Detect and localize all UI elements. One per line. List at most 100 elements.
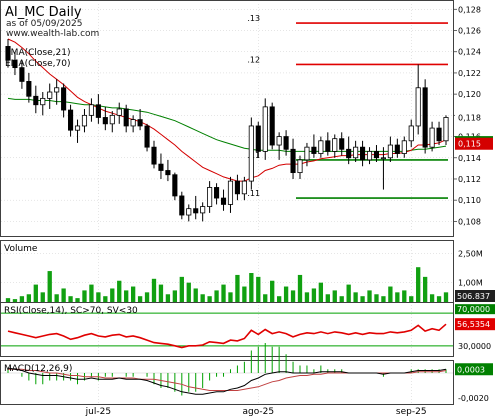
candle-body bbox=[33, 95, 39, 106]
level-label: .11 bbox=[247, 189, 260, 198]
volume-badge: 506.837 bbox=[457, 292, 490, 301]
x-axis-labels: jul-25 ago-25 sep-25 bbox=[85, 407, 427, 417]
candle-body bbox=[47, 91, 53, 99]
candle-body bbox=[123, 108, 129, 127]
chart-source-url: www.wealth-lab.com bbox=[6, 29, 99, 39]
ema21-badge-bg bbox=[455, 137, 493, 150]
macd-panel bbox=[0, 360, 454, 405]
rsi-band-badge: 70,0000 bbox=[457, 305, 490, 314]
volume-bar bbox=[103, 296, 108, 302]
volume-bar bbox=[402, 290, 407, 302]
macd-value-badge-bg bbox=[455, 363, 493, 376]
candle-body bbox=[220, 197, 227, 205]
macd-tick-label: -0,0020 bbox=[458, 394, 489, 403]
volume-bar bbox=[318, 282, 324, 302]
volume-bar bbox=[54, 294, 59, 302]
candle-body bbox=[318, 140, 324, 154]
volume-bar bbox=[82, 290, 87, 302]
volume-bar bbox=[165, 294, 171, 302]
candle-body bbox=[61, 87, 67, 111]
volume-bar bbox=[5, 298, 11, 302]
x-tick-label: ago-25 bbox=[242, 407, 274, 417]
ema21-label: EMA(Close,21) bbox=[5, 48, 70, 58]
candle-body bbox=[151, 146, 157, 165]
candle-body bbox=[248, 125, 254, 182]
volume-bar bbox=[96, 292, 101, 302]
candle-body bbox=[422, 87, 428, 148]
volume-bar bbox=[388, 286, 393, 302]
candles bbox=[5, 38, 449, 222]
candle-body bbox=[165, 170, 171, 176]
last-price-badge: 0,118 bbox=[458, 113, 481, 122]
level-label: .13 bbox=[247, 14, 260, 23]
volume-panel bbox=[0, 240, 454, 303]
volume-bar bbox=[290, 290, 296, 302]
volume-tick-label: 2,50M bbox=[458, 250, 483, 259]
volume-bar bbox=[256, 276, 261, 302]
volume-bar bbox=[346, 284, 351, 302]
candle-body bbox=[234, 180, 240, 195]
ema70-line bbox=[7, 97, 447, 152]
x-tick-label: jul-25 bbox=[85, 407, 111, 417]
rsi-label: RSI(Close,14), SC>70, SV<30 bbox=[4, 306, 138, 316]
volume-bar bbox=[297, 274, 303, 302]
price-tick-label: 0,112 bbox=[458, 175, 481, 184]
rsi-tick-label: 30,0000 bbox=[458, 342, 491, 351]
candle-body bbox=[276, 136, 282, 146]
candle-body bbox=[360, 146, 366, 161]
volume-bar bbox=[395, 292, 400, 302]
candle-body bbox=[255, 125, 261, 152]
price-tick-label: 0,124 bbox=[458, 48, 481, 57]
candle-body bbox=[186, 208, 192, 216]
candle-body bbox=[429, 127, 435, 148]
candle-body bbox=[332, 138, 338, 152]
macd-line bbox=[7, 367, 447, 395]
candle-body bbox=[137, 119, 143, 127]
level-label: .12 bbox=[247, 55, 260, 64]
candle-body bbox=[130, 119, 136, 127]
candle-body bbox=[207, 187, 213, 207]
candle-body bbox=[262, 106, 268, 152]
candle-body bbox=[339, 138, 345, 150]
volume-bar bbox=[235, 274, 240, 302]
price-tick-label: 0,128 bbox=[458, 5, 481, 14]
volume-bar bbox=[409, 296, 414, 302]
ema-lines bbox=[7, 38, 447, 182]
y-axis-labels: 0,1080,1100,1120,1140,1160,1180,1200,122… bbox=[453, 5, 495, 403]
volume-bar bbox=[436, 296, 442, 302]
volume-bar bbox=[276, 296, 282, 302]
candle-body bbox=[436, 127, 442, 142]
candle-body bbox=[401, 140, 407, 154]
volume-bar bbox=[221, 284, 226, 302]
candle-body bbox=[304, 146, 310, 161]
volume-badge-bg bbox=[455, 290, 495, 302]
volume-bar bbox=[186, 282, 191, 302]
candle-body bbox=[297, 159, 303, 174]
candle-body bbox=[95, 104, 101, 118]
price-tick-label: 0,114 bbox=[458, 154, 481, 163]
macd-label: MACD(12,26,9) bbox=[4, 364, 72, 374]
volume-bar bbox=[443, 292, 449, 302]
volume-bar bbox=[381, 296, 386, 302]
candle-body bbox=[373, 151, 380, 159]
price-tick-label: 0,126 bbox=[458, 27, 481, 36]
candle-body bbox=[325, 140, 331, 152]
volume-bar bbox=[214, 290, 219, 302]
volume-bar bbox=[75, 298, 80, 302]
volume-bar bbox=[249, 273, 254, 302]
chart-title: AI_MC Daily bbox=[5, 5, 82, 20]
candle-body bbox=[227, 180, 234, 205]
volume-bar bbox=[283, 286, 289, 302]
volume-bar bbox=[137, 296, 143, 302]
volume-bar bbox=[172, 290, 178, 302]
candle-body bbox=[26, 81, 32, 97]
candle-body bbox=[353, 146, 359, 159]
volume-bar bbox=[117, 280, 122, 302]
grid-lines bbox=[1, 4, 453, 403]
candle-body bbox=[158, 163, 164, 171]
candle-body bbox=[109, 114, 115, 125]
volume-bar bbox=[61, 288, 66, 302]
volume-bar bbox=[26, 294, 32, 302]
volume-bar bbox=[360, 296, 365, 302]
